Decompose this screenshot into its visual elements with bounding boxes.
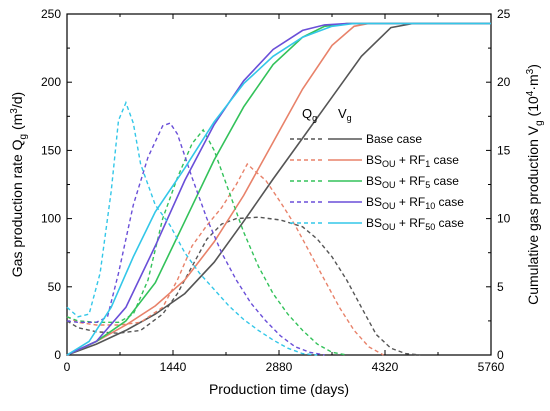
legend-label-main: BS — [366, 195, 382, 209]
right-y-title-unit-mid: ·m — [525, 74, 541, 90]
legend-label-suffix: + RF — [396, 153, 426, 167]
legend-label: Base case — [366, 132, 422, 146]
right-y-title-unit-open: (10 — [525, 96, 541, 120]
right-y-tick-label: 15 — [497, 143, 511, 157]
legend-label-main: BS — [366, 216, 382, 230]
legend-label-main: BS — [366, 174, 382, 188]
legend-label: BSOU + RF1 case — [366, 153, 459, 169]
legend-header-q-main: Q — [302, 106, 312, 121]
left-y-tick-label: 150 — [41, 143, 61, 157]
left-y-tick-label: 250 — [41, 7, 61, 21]
right-y-title-main: Cumulative gas production V — [525, 125, 541, 305]
legend-item: Base case — [290, 132, 422, 146]
legend-label-suffix: + RF — [396, 174, 426, 188]
series-2-cumulative-line — [66, 22, 491, 356]
legend-item: BSOU + RF1 case — [290, 153, 459, 169]
right-y-axis-title: Cumulative gas production Vg (104·m3) — [525, 64, 545, 305]
legend-label-suffix: + RF — [396, 195, 426, 209]
left-y-tick-label: 50 — [48, 280, 62, 294]
series-0-cumulative-line — [66, 22, 491, 356]
left-y-tick-label: 100 — [41, 212, 61, 226]
legend-label-sub2: 1 — [425, 159, 430, 169]
series-lines — [66, 22, 491, 356]
legend-item: BSOU + RF50 case — [290, 216, 464, 232]
right-y-axis-ticks: 0 5 10 15 20 25 — [486, 7, 511, 362]
right-y-title-sup2: 3 — [525, 68, 536, 74]
legend-label-tail: case — [430, 174, 459, 188]
legend-label-sub: OU — [382, 159, 396, 169]
left-y-title-unit-open: (m — [9, 114, 25, 134]
x-tick-label: 1440 — [160, 360, 187, 374]
legend-label-suffix: + RF — [396, 216, 426, 230]
left-y-tick-label: 200 — [41, 75, 61, 89]
legend-header-q-sub: g — [312, 113, 317, 123]
right-y-tick-label: 5 — [497, 280, 504, 294]
legend-header-v-sub: g — [347, 113, 352, 123]
legend-label-sub2: 10 — [425, 201, 435, 211]
legend-label-sub: OU — [382, 222, 396, 232]
legend-label-main: Base case — [366, 132, 422, 146]
right-y-tick-label: 25 — [497, 7, 511, 21]
legend-label: BSOU + RF50 case — [366, 216, 464, 232]
x-tick-label: 4320 — [372, 360, 399, 374]
legend-label-tail: case — [435, 216, 464, 230]
x-axis-title: Production time (days) — [209, 381, 349, 397]
left-y-title-main: Gas production rate Q — [9, 139, 25, 277]
x-tick-label: 2880 — [266, 360, 293, 374]
series-1-cumulative-line — [66, 22, 491, 356]
legend-label-sub: OU — [382, 180, 396, 190]
series-0-rate-line — [66, 216, 421, 356]
left-y-title-sup: 3 — [9, 108, 20, 114]
x-tick-label: 5760 — [478, 360, 505, 374]
right-y-title-sub: g — [534, 120, 545, 126]
legend-item: BSOU + RF5 case — [290, 174, 459, 190]
legend-item: BSOU + RF10 case — [290, 195, 464, 211]
right-y-tick-label: 20 — [497, 75, 511, 89]
legend-label-tail: case — [430, 153, 459, 167]
legend-label-main: BS — [366, 153, 382, 167]
legend-label: BSOU + RF5 case — [366, 174, 459, 190]
legend-label-sub2: 50 — [425, 222, 435, 232]
legend-header-v-main: V — [338, 106, 347, 121]
right-y-tick-label: 10 — [497, 212, 511, 226]
left-y-axis-title: Gas production rate Qg (m3/d) — [9, 92, 29, 277]
left-y-tick-label: 0 — [54, 348, 61, 362]
x-tick-label: 0 — [64, 360, 71, 374]
left-y-title-unit-close: /d) — [9, 92, 25, 108]
left-y-title-sub: g — [18, 134, 29, 140]
series-1-rate-line — [66, 162, 384, 356]
right-y-tick-label: 0 — [497, 348, 504, 362]
series-4-cumulative-line — [66, 22, 491, 356]
legend-header-v: Vg — [338, 106, 352, 123]
left-y-axis-ticks: 0 50 100 150 200 250 — [41, 7, 72, 362]
legend-label-sub: OU — [382, 201, 396, 211]
legend-label-tail: case — [435, 195, 464, 209]
legend-header-q: Qg — [302, 106, 317, 123]
x-axis-ticks: 0 1440 2880 4320 5760 — [64, 14, 505, 374]
legend-label-sub2: 5 — [425, 180, 430, 190]
right-y-title-unit-close: ) — [525, 64, 541, 69]
series-4-rate-line — [66, 100, 318, 356]
right-y-title-sup: 4 — [525, 90, 536, 96]
legend-label: BSOU + RF10 case — [366, 195, 464, 211]
